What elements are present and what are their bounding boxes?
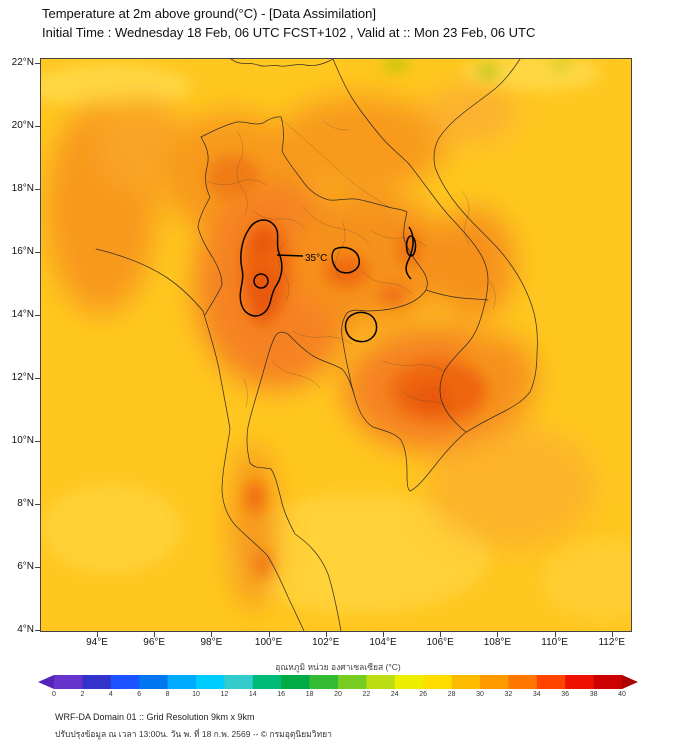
lat-tick-label: 8°N	[17, 498, 34, 509]
lon-tick-mark	[325, 632, 327, 637]
lat-tick-label: 4°N	[17, 624, 34, 635]
colorbar-tick-label: 24	[390, 691, 399, 698]
colorbar-tick-label: 6	[137, 691, 142, 698]
colorbar-tick-label: 36	[561, 691, 570, 698]
lon-tick-mark	[211, 632, 213, 637]
temp-contours-35c	[239, 219, 417, 343]
lat-tick-mark	[35, 126, 40, 127]
page-subtitle: Initial Time : Wednesday 18 Feb, 06 UTC …	[42, 25, 536, 40]
colorbar-tick-label: 34	[532, 691, 541, 698]
colorbar-tick-label: 12	[220, 691, 229, 698]
province-borders	[206, 118, 496, 411]
colorbar-tick-label: 30	[476, 691, 484, 698]
colorbar-bands	[54, 675, 623, 689]
colorbar-tick-label: 28	[447, 691, 456, 698]
colorbar-tick-label: 32	[504, 691, 513, 698]
colorbar-tick-label: 40	[618, 691, 626, 698]
cool-green-spots	[382, 60, 569, 76]
lat-tick-mark	[35, 63, 40, 64]
lon-tick-label: 104°E	[369, 637, 397, 648]
lon-tick-label: 98°E	[200, 637, 223, 648]
lon-tick-mark	[154, 632, 156, 637]
lat-tick-label: 10°N	[11, 435, 34, 446]
footer-domain-info: WRF-DA Domain 01 :: Grid Resolution 9km …	[55, 712, 255, 722]
temperature-field-warm	[46, 86, 596, 609]
lat-tick-mark	[35, 630, 40, 631]
colorbar-right-arrow	[622, 675, 638, 689]
lat-tick-mark	[35, 378, 40, 379]
lat-tick-label: 6°N	[17, 561, 34, 572]
colorbar-tick-label: 16	[277, 691, 286, 698]
colorbar-tick-label: 38	[589, 691, 598, 698]
lat-tick-mark	[35, 504, 40, 505]
lat-tick-mark	[35, 252, 40, 253]
lat-tick-label: 14°N	[11, 309, 34, 320]
lat-tick-label: 12°N	[11, 372, 34, 383]
colorbar-tick-label: 0	[52, 691, 56, 698]
colorbar-tick-label: 18	[305, 691, 314, 698]
lon-tick-mark	[97, 632, 98, 637]
temperature-map: 35°C	[41, 59, 631, 631]
lon-tick-mark	[383, 632, 384, 637]
lon-tick-mark	[611, 632, 613, 637]
lon-tick-label: 94°E	[86, 637, 108, 648]
lat-tick-mark	[35, 567, 40, 568]
lon-tick-mark	[268, 632, 270, 637]
colorbar-left-arrow	[38, 675, 54, 689]
lat-tick-mark	[35, 189, 40, 190]
lat-tick-label: 18°N	[11, 183, 34, 194]
lat-tick-label: 20°N	[11, 120, 34, 131]
colorbar-tick-label: 14	[248, 691, 257, 698]
lat-tick-label: 16°N	[11, 246, 34, 257]
map-plot-area: 35°C	[40, 58, 632, 632]
country-borders	[95, 59, 538, 631]
lon-tick-label: 100°E	[254, 637, 283, 648]
lon-tick-mark	[440, 632, 442, 637]
colorbar-tick-label: 20	[334, 691, 342, 698]
colorbar	[38, 675, 638, 689]
page-title: Temperature at 2m above ground(°C) - [Da…	[42, 6, 376, 21]
colorbar-tick-label: 22	[362, 691, 371, 698]
lon-tick-label: 110°E	[541, 637, 568, 648]
contour-label: 35°C	[305, 253, 327, 264]
colorbar-tick-label: 8	[165, 691, 170, 698]
lat-tick-label: 22°N	[11, 57, 34, 68]
lon-tick-label: 106°E	[426, 637, 454, 648]
lon-tick-mark	[554, 632, 556, 637]
lon-tick-label: 112°E	[598, 637, 626, 648]
footer-update-info: ปรับปรุงข้อมูล ณ เวลา 13:00น. วัน พ. ที่…	[55, 729, 332, 739]
lon-tick-label: 102°E	[312, 637, 340, 648]
colorbar-tick-label: 10	[192, 691, 200, 698]
lon-tick-mark	[497, 632, 499, 637]
colorbar-tick-label: 4	[108, 691, 113, 698]
colorbar-tick-label: 2	[80, 691, 85, 698]
colorbar-label: อุณหภูมิ หน่วย องศาเซลเซียส (°C)	[275, 662, 401, 672]
lat-tick-mark	[35, 441, 40, 442]
lon-tick-label: 96°E	[143, 637, 166, 648]
lat-tick-mark	[35, 315, 40, 316]
colorbar-tick-label: 26	[419, 691, 428, 698]
lon-tick-label: 108°E	[483, 637, 512, 648]
